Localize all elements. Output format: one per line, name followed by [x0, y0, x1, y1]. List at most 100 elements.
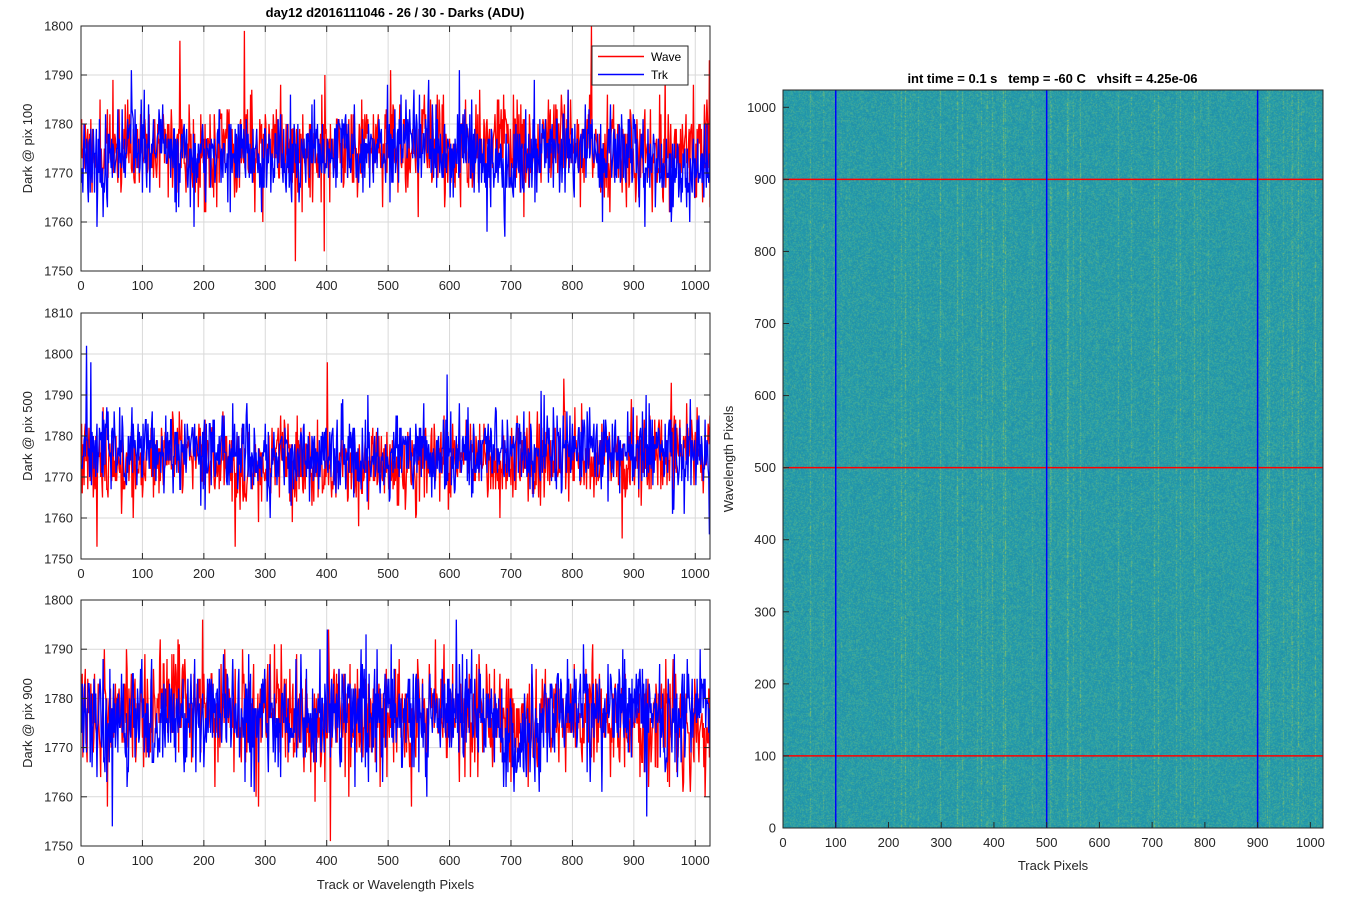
heatmap-image-container [783, 90, 1323, 828]
x-tick-label: 800 [562, 853, 584, 868]
y-tick-label: 1750 [44, 264, 73, 279]
x-tick-label: 900 [623, 278, 645, 293]
x-tick-label: 600 [439, 853, 461, 868]
x-tick-label: 1000 [681, 278, 710, 293]
heatmap-x-tick-label: 300 [930, 835, 952, 850]
ylabel-pix-500: Dark @ pix 500 [20, 391, 35, 481]
x-tick-label: 300 [254, 278, 276, 293]
heatmap-ylabel: Wavelength Pixels [721, 405, 736, 512]
y-tick-label: 1760 [44, 215, 73, 230]
xlabel-pix-900: Track or Wavelength Pixels [317, 877, 475, 892]
series-line-trk [81, 619, 710, 827]
y-tick-label: 1780 [44, 429, 73, 444]
heatmap-y-tick-label: 200 [754, 676, 776, 691]
y-tick-label: 1800 [44, 347, 73, 362]
x-tick-label: 100 [132, 278, 154, 293]
x-tick-label: 1000 [681, 853, 710, 868]
ticks-pix-500: 0 100 200 300 400 500 600 700 800 900 1000 1750 1760… [44, 306, 710, 581]
ylabel-pix-900: Dark @ pix 900 [20, 678, 35, 768]
heatmap-y-tick-label: 100 [754, 748, 776, 763]
legend-wave-label: Wave [651, 50, 682, 64]
series-line-trk [81, 345, 710, 535]
x-tick-label: 500 [377, 853, 399, 868]
x-tick-label: 0 [77, 278, 84, 293]
ticks-pix-900: 0 100 200 300 400 500 600 700 800 900 1000 1750 1760… [44, 593, 710, 868]
heatmap-y-tick-label: 700 [754, 316, 776, 331]
heatmap-y-tick-label: 400 [754, 532, 776, 547]
plot-dark-pix-100: 0 100 200 300 400 500 600 700 800 900 1000 1750 1760… [20, 19, 711, 293]
heatmap-x-tick-label: 100 [825, 835, 847, 850]
x-tick-label: 100 [132, 566, 154, 581]
y-tick-label: 1760 [44, 511, 73, 526]
heatmap-y-tick-label: 800 [754, 244, 776, 259]
axes-frame-pix-100 [80, 25, 711, 272]
heatmap-x-tick-label: 1000 [1296, 835, 1325, 850]
heatmap-y-tick-label: 900 [754, 172, 776, 187]
x-tick-label: 700 [500, 853, 522, 868]
x-tick-label: 0 [77, 566, 84, 581]
heatmap-x-tick-label: 700 [1141, 835, 1163, 850]
x-tick-label: 500 [377, 566, 399, 581]
y-tick-label: 1750 [44, 839, 73, 854]
axes-frame-pix-900 [80, 599, 711, 847]
x-tick-label: 300 [254, 853, 276, 868]
x-tick-label: 400 [316, 566, 338, 581]
heatmap-x-tick-label: 800 [1194, 835, 1216, 850]
x-tick-label: 600 [439, 566, 461, 581]
series-lines-pix-100 [81, 26, 710, 262]
y-tick-label: 1780 [44, 691, 73, 706]
ylabel-pix-100: Dark @ pix 100 [20, 104, 35, 194]
y-tick-label: 1770 [44, 470, 73, 485]
plot-dark-pix-900: 0 100 200 300 400 500 600 700 800 900 1000 1750 1760… [20, 593, 711, 892]
heatmap-y-tick-label: 300 [754, 604, 776, 619]
heatmap-x-tick-label: 200 [878, 835, 900, 850]
x-tick-label: 200 [193, 853, 215, 868]
x-tick-label: 600 [439, 278, 461, 293]
legend-trk-label: Trk [651, 68, 669, 82]
x-tick-label: 900 [623, 853, 645, 868]
series-lines-pix-900 [81, 619, 710, 842]
x-tick-label: 300 [254, 566, 276, 581]
y-tick-label: 1810 [44, 306, 73, 321]
heatmap-dark-frame: int time = 0.1 s temp = -60 C vhsift = 4… [721, 71, 1325, 873]
figure-title: day12 d2016111046 - 26 / 30 - Darks (ADU… [266, 5, 525, 20]
x-tick-label: 700 [500, 566, 522, 581]
heatmap-ticks: 0 100 200 300 400 500 600 700 800 900 1000 0 100 200 3… [747, 100, 1325, 850]
heatmap-y-tick-label: 1000 [747, 100, 776, 115]
heatmap-xlabel: Track Pixels [1018, 858, 1089, 873]
heatmap-y-tick-label: 500 [754, 460, 776, 475]
plot-dark-pix-500: 0 100 200 300 400 500 600 700 800 900 1000 1750 1760… [20, 306, 711, 581]
x-tick-label: 700 [500, 278, 522, 293]
heatmap-x-tick-label: 600 [1089, 835, 1111, 850]
legend: Wave Trk [591, 45, 689, 86]
x-tick-label: 900 [623, 566, 645, 581]
y-tick-label: 1750 [44, 552, 73, 567]
heatmap-x-tick-label: 0 [779, 835, 786, 850]
series-lines-pix-500 [81, 345, 710, 547]
heatmap-y-tick-label: 600 [754, 388, 776, 403]
y-tick-label: 1760 [44, 789, 73, 804]
x-tick-label: 100 [132, 853, 154, 868]
x-tick-label: 800 [562, 566, 584, 581]
x-tick-label: 200 [193, 566, 215, 581]
heatmap-axes-frame [782, 89, 1324, 829]
x-tick-label: 0 [77, 853, 84, 868]
legend-box [591, 45, 689, 86]
x-tick-label: 400 [316, 853, 338, 868]
heatmap-x-tick-label: 500 [1036, 835, 1058, 850]
heatmap-x-tick-label: 900 [1247, 835, 1269, 850]
y-tick-label: 1800 [44, 19, 73, 34]
y-tick-label: 1790 [44, 388, 73, 403]
heatmap-image [783, 90, 1323, 828]
cut-lines [783, 90, 1323, 828]
x-tick-label: 400 [316, 278, 338, 293]
series-line-trk [81, 70, 710, 237]
y-tick-label: 1790 [44, 68, 73, 83]
x-tick-label: 200 [193, 278, 215, 293]
x-tick-label: 500 [377, 278, 399, 293]
x-tick-label: 800 [562, 278, 584, 293]
ticks-pix-100: 0 100 200 300 400 500 600 700 800 900 1000 1750 1760… [44, 19, 710, 293]
heatmap-x-tick-label: 400 [983, 835, 1005, 850]
y-tick-label: 1790 [44, 642, 73, 657]
